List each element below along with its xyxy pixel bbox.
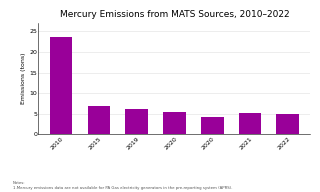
- Text: Notes:
1.Mercury emissions data are not available for PA Gas electricity generat: Notes: 1.Mercury emissions data are not …: [13, 181, 232, 190]
- Bar: [201, 117, 223, 134]
- Bar: [50, 37, 72, 134]
- Bar: [163, 112, 186, 134]
- Bar: [239, 113, 261, 134]
- Bar: [276, 114, 299, 134]
- Bar: [125, 109, 148, 134]
- Bar: [87, 106, 110, 134]
- Y-axis label: Emissions (tons): Emissions (tons): [21, 53, 26, 104]
- Title: Mercury Emissions from MATS Sources, 2010–2022: Mercury Emissions from MATS Sources, 201…: [60, 11, 289, 19]
